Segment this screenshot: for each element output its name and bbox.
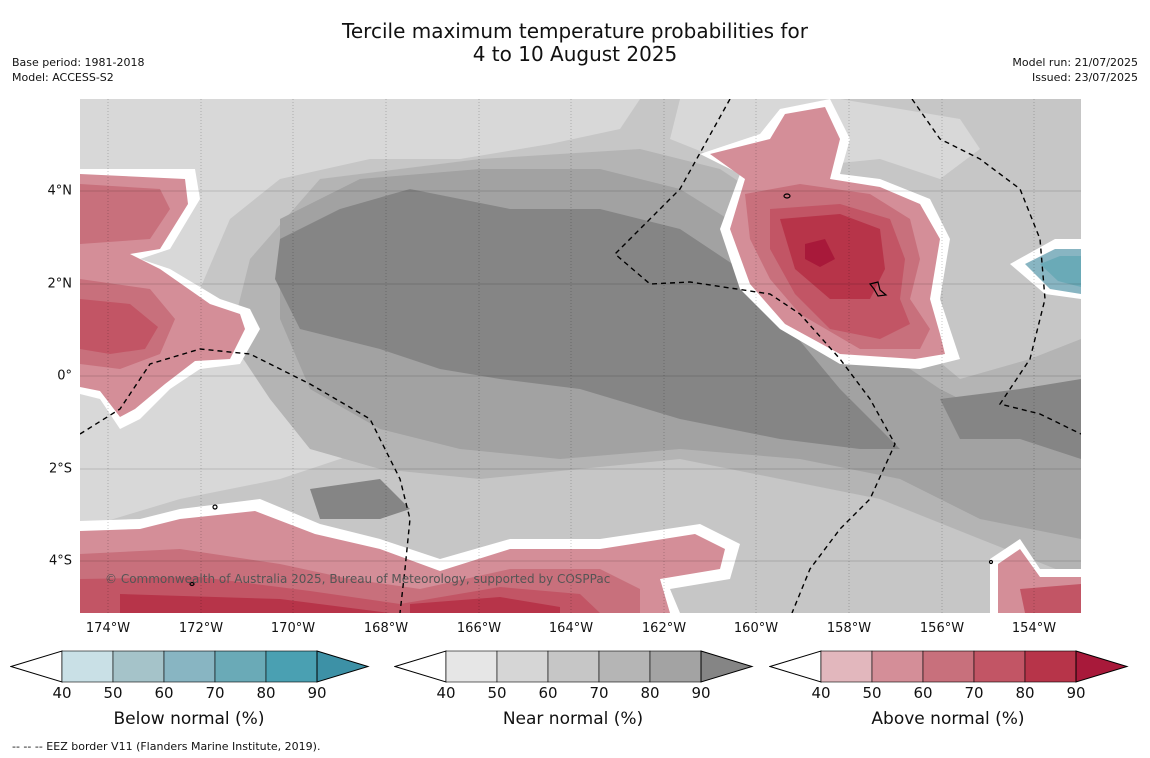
lon-label-174w: 174°W <box>85 621 131 636</box>
map-svg <box>80 99 1081 613</box>
above-tick-40: 40 <box>811 684 831 702</box>
island-2 <box>868 281 888 297</box>
eez-west <box>80 348 411 613</box>
lon-label-162w: 162°W <box>641 621 687 636</box>
chart-title-line-1: Tercile maximum temperature probabilitie… <box>342 19 808 43</box>
above-normal-extend-high <box>1075 650 1129 683</box>
above-normal-swatch-50-60 <box>871 650 924 683</box>
near-tick-90: 90 <box>691 684 711 702</box>
below-tick-70: 70 <box>205 684 225 702</box>
meta-left: Base period: 1981-2018 Model: ACCESS-S2 <box>12 55 144 85</box>
islands <box>189 193 994 587</box>
above-normal-se-70 <box>1020 584 1081 613</box>
lat-label-2s: 2°S <box>48 461 72 477</box>
lon-label-168w: 168°W <box>363 621 409 636</box>
below-normal-extend-low <box>10 650 63 683</box>
below-tick-90: 90 <box>307 684 327 702</box>
above-normal-swatch-60-70 <box>922 650 975 683</box>
lon-label-164w: 164°W <box>548 621 594 636</box>
below-normal-e-70 <box>1040 256 1081 287</box>
above-normal-swatch-40-50 <box>820 650 873 683</box>
lon-label-156w: 156°W <box>919 621 965 636</box>
above-normal-s-80 <box>120 594 560 613</box>
lon-label-172w: 172°W <box>178 621 224 636</box>
below-tick-60: 60 <box>154 684 174 702</box>
below-normal-swatch-70-80 <box>214 650 267 683</box>
eez-east <box>911 99 1081 435</box>
eez-center <box>613 99 896 613</box>
near-tick-50: 50 <box>487 684 507 702</box>
eez-footnote: -- -- -- EEZ border V11 (Flanders Marine… <box>12 740 321 753</box>
below-normal-swatch-80-90 <box>265 650 318 683</box>
lon-label-170w: 170°W <box>270 621 316 636</box>
near-normal-swatch-70-80 <box>598 650 651 683</box>
island-1 <box>783 193 791 199</box>
colorbar-above-normal <box>769 650 1129 683</box>
probability-map <box>80 99 1081 613</box>
below-normal-swatch-50-60 <box>112 650 165 683</box>
colorbar-title-above: Above normal (%) <box>871 709 1025 729</box>
lat-label-4s: 4°S <box>48 553 72 569</box>
copyright-notice: © Commonwealth of Australia 2025, Bureau… <box>105 572 611 586</box>
colorbar-near-normal <box>394 650 754 683</box>
colorbar-title-near: Near normal (%) <box>502 709 644 729</box>
below-tick-80: 80 <box>256 684 276 702</box>
near-normal-80-east <box>940 379 1081 459</box>
below-normal-swatch-40-50 <box>61 650 114 683</box>
island-5 <box>988 559 994 565</box>
above-normal-ne-90 <box>805 239 835 267</box>
above-tick-50: 50 <box>862 684 882 702</box>
near-tick-80: 80 <box>640 684 660 702</box>
latitude-lines <box>80 190 1081 562</box>
near-normal-swatch-40-50 <box>445 650 498 683</box>
lon-label-158w: 158°W <box>826 621 872 636</box>
lon-label-160w: 160°W <box>733 621 779 636</box>
island-3 <box>212 504 218 510</box>
near-normal-extend-high <box>700 650 754 683</box>
near-normal-80-band <box>275 189 900 449</box>
near-normal-swatch-50-60 <box>496 650 549 683</box>
lat-label-4n: 4°N <box>47 183 73 199</box>
lat-label-equator: 0° <box>57 368 72 384</box>
above-normal-extend-low <box>769 650 822 683</box>
below-normal-extend-high <box>316 650 370 683</box>
colorbar-title-below: Below normal (%) <box>113 709 265 729</box>
near-normal-80-south <box>310 479 410 519</box>
above-normal-swatch-70-80 <box>973 650 1026 683</box>
issued-date: Issued: 23/07/2025 <box>1031 71 1138 84</box>
near-tick-60: 60 <box>538 684 558 702</box>
above-tick-60: 60 <box>913 684 933 702</box>
island-4 <box>189 581 195 587</box>
below-normal-swatch-60-70 <box>163 650 216 683</box>
base-period: Base period: 1981-2018 <box>12 56 145 69</box>
near-tick-70: 70 <box>589 684 609 702</box>
lon-label-166w: 166°W <box>456 621 502 636</box>
near-normal-swatch-60-70 <box>547 650 600 683</box>
colorbar-below-normal <box>10 650 370 683</box>
lon-label-154w: 154°W <box>1011 621 1057 636</box>
near-normal-40-top <box>80 99 640 529</box>
chart-title-line-2: 4 to 10 August 2025 <box>472 42 678 66</box>
above-normal-swatch-80-90 <box>1024 650 1077 683</box>
model-name: Model: ACCESS-S2 <box>12 71 114 84</box>
above-tick-80: 80 <box>1015 684 1035 702</box>
above-tick-70: 70 <box>964 684 984 702</box>
model-run: Model run: 21/07/2025 <box>1012 56 1138 69</box>
near-normal-swatch-80-90 <box>649 650 702 683</box>
near-normal-extend-low <box>394 650 447 683</box>
meta-right: Model run: 21/07/2025 Issued: 23/07/2025 <box>1012 55 1138 85</box>
above-normal-w-70 <box>80 299 158 354</box>
eez-borders <box>80 99 1081 613</box>
below-tick-40: 40 <box>52 684 72 702</box>
near-tick-40: 40 <box>436 684 456 702</box>
above-tick-90: 90 <box>1066 684 1086 702</box>
lat-label-2n: 2°N <box>47 276 73 292</box>
below-tick-50: 50 <box>103 684 123 702</box>
